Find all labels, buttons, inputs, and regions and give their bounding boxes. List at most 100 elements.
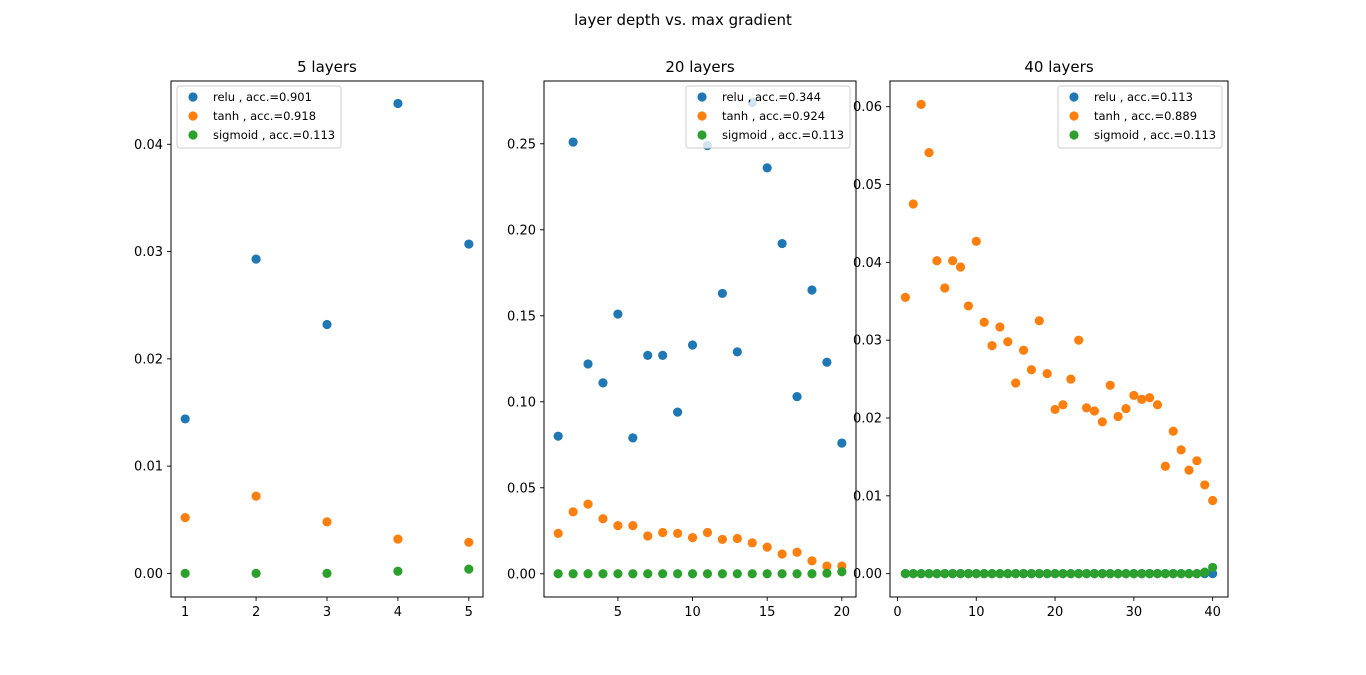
y-tick-label: 0.05 xyxy=(853,178,882,193)
subplot-title: 40 layers xyxy=(1024,58,1093,76)
data-point xyxy=(900,292,910,302)
data-point xyxy=(1105,380,1115,390)
data-point xyxy=(1145,393,1155,403)
data-point xyxy=(673,528,683,538)
legend-frame xyxy=(685,85,851,149)
data-point xyxy=(1137,394,1147,404)
data-point xyxy=(658,527,668,538)
legend-marker xyxy=(188,92,198,102)
data-point xyxy=(717,569,727,579)
data-point xyxy=(464,564,474,574)
x-tick-label: 5 xyxy=(465,605,473,620)
data-point xyxy=(251,254,261,264)
data-point xyxy=(1129,569,1139,579)
data-point xyxy=(1192,569,1202,579)
data-point xyxy=(940,283,950,293)
data-point xyxy=(979,569,989,579)
data-point xyxy=(1200,480,1210,490)
data-point xyxy=(393,566,403,576)
data-point xyxy=(916,569,926,579)
data-point xyxy=(1200,567,1210,577)
data-point xyxy=(1168,426,1178,436)
data-point xyxy=(837,567,847,577)
x-tick-label: 30 xyxy=(1126,605,1143,620)
data-point xyxy=(1089,406,1100,416)
data-point xyxy=(1034,569,1044,579)
data-point xyxy=(995,322,1005,332)
legend: relu , acc.=0.344 tanh , acc.=0.924 sigmoi… xyxy=(685,85,851,149)
x-tick-label: 15 xyxy=(759,605,776,620)
data-point xyxy=(1160,569,1170,579)
data-point xyxy=(792,547,802,557)
data-point xyxy=(762,542,772,552)
subplot-title: 20 layers xyxy=(665,58,734,76)
y-tick-label: 0.01 xyxy=(853,489,882,504)
data-point xyxy=(762,569,772,579)
legend-marker xyxy=(1069,92,1079,102)
y-tick-label: 0.00 xyxy=(507,567,536,582)
data-point xyxy=(180,414,190,424)
data-point xyxy=(673,407,683,417)
legend-entry: tanh , acc.=0.924 xyxy=(722,109,825,123)
legend-entry: relu , acc.=0.901 xyxy=(213,90,312,104)
legend-entry: sigmoid , acc.=0.113 xyxy=(722,128,844,142)
x-tick-label: 2 xyxy=(252,605,260,620)
data-point xyxy=(955,569,966,579)
y-tick-label: 0.01 xyxy=(134,460,163,475)
data-point xyxy=(908,199,918,209)
data-point xyxy=(717,534,727,544)
data-point xyxy=(987,569,997,579)
data-point xyxy=(908,569,918,579)
data-point xyxy=(568,569,578,579)
data-point xyxy=(955,262,966,272)
data-point xyxy=(613,521,623,531)
data-point xyxy=(1176,445,1186,455)
data-point xyxy=(1018,345,1029,355)
data-point xyxy=(583,569,593,579)
data-point xyxy=(916,99,926,109)
x-tick-label: 3 xyxy=(323,605,331,620)
data-point xyxy=(393,98,403,109)
data-point xyxy=(643,531,653,541)
data-point xyxy=(1192,456,1202,466)
y-tick-label: 0.02 xyxy=(853,411,882,426)
data-point xyxy=(322,568,332,578)
data-point xyxy=(1152,569,1163,579)
data-point xyxy=(971,236,981,246)
data-point xyxy=(747,538,757,548)
data-point xyxy=(322,517,332,527)
data-point xyxy=(1050,404,1060,415)
data-point xyxy=(762,163,772,173)
data-point xyxy=(777,238,787,249)
data-point xyxy=(963,569,973,579)
data-point xyxy=(1026,365,1037,375)
data-point xyxy=(598,378,608,388)
legend-marker xyxy=(697,130,707,140)
data-point xyxy=(464,537,474,547)
data-point xyxy=(777,549,787,559)
data-point xyxy=(553,569,563,579)
data-point xyxy=(643,569,653,579)
data-point xyxy=(1011,378,1021,388)
series-1 xyxy=(180,98,474,424)
data-point xyxy=(924,148,934,158)
data-point xyxy=(807,556,817,566)
series-1 xyxy=(553,97,847,448)
data-point xyxy=(1137,569,1147,579)
x-tick-label: 10 xyxy=(684,605,701,620)
subplot-1: 5 layers 0.00 0.01 0.02 0.03 0.04 1 2 3 4 5 relu , … xyxy=(134,58,484,620)
data-point xyxy=(822,568,832,578)
data-point xyxy=(807,285,817,295)
data-point xyxy=(1145,569,1155,579)
data-point xyxy=(777,569,787,579)
data-point xyxy=(322,319,332,330)
data-point xyxy=(1050,569,1060,579)
legend-entry: relu , acc.=0.344 xyxy=(722,90,821,104)
data-point xyxy=(568,507,578,517)
x-tick-label: 10 xyxy=(968,605,985,620)
data-point xyxy=(732,347,742,357)
legend-entry: tanh , acc.=0.889 xyxy=(1094,109,1197,123)
data-point xyxy=(1184,465,1194,475)
data-point xyxy=(1081,403,1092,413)
